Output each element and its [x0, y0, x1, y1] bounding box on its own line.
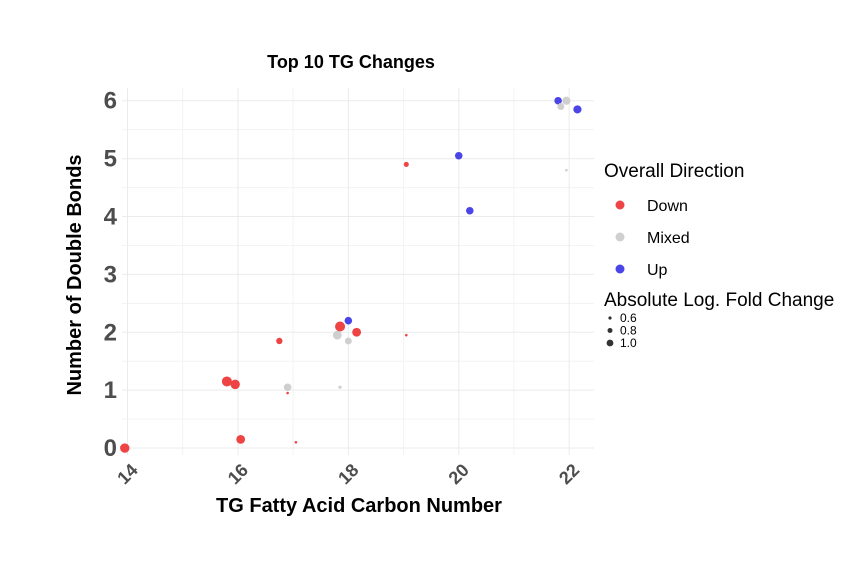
data-point-down	[120, 443, 130, 453]
legend-key-mixed	[615, 232, 625, 242]
data-points	[120, 96, 582, 453]
data-point-up	[454, 151, 463, 160]
size-legend-label: 0.6	[620, 311, 637, 325]
size-legend-label: 0.8	[620, 324, 637, 338]
data-point-down	[236, 434, 246, 444]
data-point-down	[230, 379, 240, 390]
y-tick-label: 4	[104, 204, 118, 231]
data-point-down	[352, 327, 362, 337]
x-axis-ticks: 14 16 18 20 22	[113, 460, 583, 488]
grid	[122, 88, 594, 455]
size-legend-key	[607, 328, 613, 333]
data-point-mixed	[565, 168, 568, 172]
y-tick-label: 6	[104, 88, 117, 115]
data-point-mixed	[562, 96, 571, 105]
legend: Overall Direction Down Mixed Up Absolute L…	[604, 161, 834, 350]
data-point-down	[335, 321, 346, 332]
data-point-down	[294, 440, 298, 444]
data-point-mixed	[557, 103, 565, 110]
legend-label-down: Down	[647, 198, 688, 215]
legend-label-up: Up	[647, 262, 668, 279]
data-point-up	[466, 206, 474, 215]
size-legend-key	[606, 339, 614, 347]
legend-label-mixed: Mixed	[647, 230, 690, 247]
data-point-down	[286, 391, 289, 395]
data-point-up	[344, 316, 353, 325]
data-point-down	[276, 337, 283, 345]
legend-key-down	[615, 200, 625, 210]
x-tick-label: 16	[224, 460, 252, 488]
x-tick-label: 22	[555, 460, 583, 488]
data-point-mixed	[332, 330, 342, 340]
data-point-mixed	[283, 383, 292, 392]
color-legend-entries: Down Mixed Up	[615, 198, 690, 279]
data-point-down	[221, 376, 232, 387]
color-legend-title: Overall Direction	[604, 161, 744, 182]
legend-key-up	[615, 264, 625, 274]
y-tick-label: 3	[104, 261, 117, 288]
x-tick-label: 14	[113, 460, 141, 488]
x-tick-label: 20	[445, 460, 473, 488]
y-axis-ticks: 0 1 2 3 4 5 6	[104, 88, 118, 462]
x-tick-label: 18	[334, 460, 362, 488]
y-tick-label: 2	[104, 319, 117, 346]
y-axis-title: Number of Double Bonds	[64, 154, 86, 395]
y-tick-label: 5	[104, 146, 117, 173]
data-point-mixed	[338, 385, 342, 389]
size-legend-title: Absolute Log. Fold Change	[604, 290, 834, 311]
data-point-mixed	[344, 337, 352, 345]
data-point-down	[403, 161, 409, 167]
size-legend-key	[608, 316, 612, 320]
y-tick-label: 1	[104, 377, 117, 404]
y-tick-label: 0	[104, 435, 117, 462]
data-point-up	[554, 96, 562, 105]
data-point-up	[573, 105, 582, 114]
x-axis-title: TG Fatty Acid Carbon Number	[216, 495, 502, 517]
chart-title: Top 10 TG Changes	[267, 52, 435, 72]
size-legend-entries: 0.60.81.0	[606, 311, 637, 350]
size-legend-label: 1.0	[620, 336, 637, 350]
data-point-down	[405, 333, 408, 337]
